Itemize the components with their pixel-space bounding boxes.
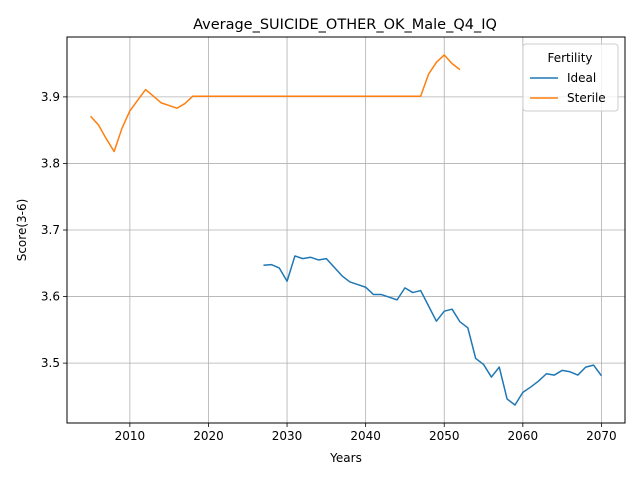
x-tick-label: 2020	[193, 429, 224, 443]
series-line-sterile	[90, 54, 461, 153]
series-layer	[90, 54, 603, 406]
series-line-ideal	[263, 255, 603, 406]
x-axis-label: Years	[329, 451, 362, 465]
y-tick-label: 3.6	[41, 290, 60, 304]
legend-label-sterile: Sterile	[567, 91, 606, 105]
legend-title: Fertility	[547, 51, 592, 65]
y-tick-label: 3.8	[41, 156, 60, 170]
x-tick-label: 2040	[350, 429, 381, 443]
x-tick-label: 2030	[272, 429, 303, 443]
legend-label-ideal: Ideal	[567, 71, 596, 85]
x-tick-label: 2010	[115, 429, 146, 443]
legend-box	[522, 43, 619, 112]
y-axis-label: Score(3-6)	[15, 199, 29, 262]
x-tick-label: 2070	[586, 429, 617, 443]
x-tick-label: 2050	[429, 429, 460, 443]
axis-ticks: 2010 2020 2030 2040 2050 2060 2070 3.5 3.6 3.7 3.8…	[41, 90, 617, 443]
chart-title: Average_SUICIDE_OTHER_OK_Male_Q4_IQ	[193, 17, 497, 33]
y-tick-label: 3.7	[41, 223, 60, 237]
legend: Fertility Ideal Sterile	[522, 43, 619, 112]
grid-lines	[67, 37, 625, 423]
x-tick-label: 2060	[508, 429, 539, 443]
y-tick-label: 3.9	[41, 90, 60, 104]
y-tick-label: 3.5	[41, 356, 60, 370]
